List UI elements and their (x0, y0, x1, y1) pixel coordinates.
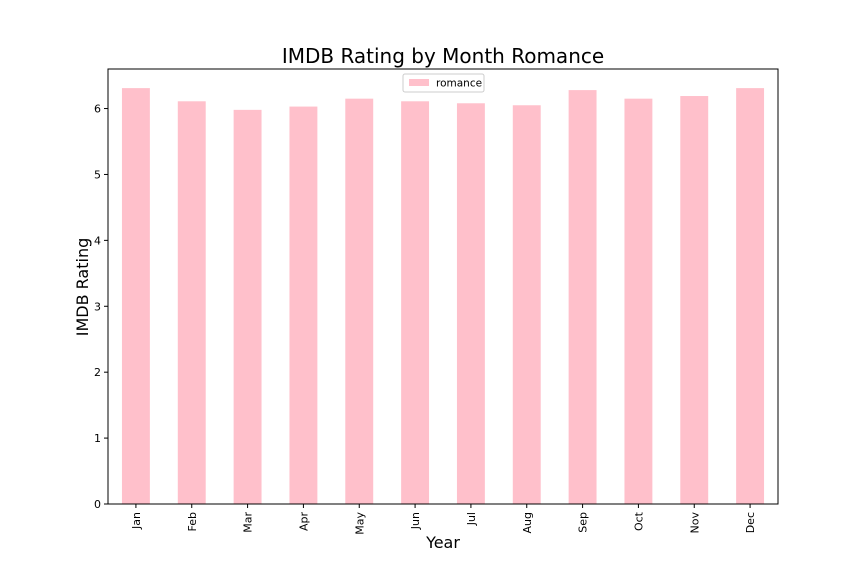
bar-may (345, 98, 374, 504)
x-tick-label-jun: Jun (409, 512, 422, 530)
bar-jun (401, 101, 430, 504)
x-tick-label-nov: Nov (688, 512, 701, 534)
plot-frame (107, 68, 779, 505)
y-tick-label: 5 (94, 168, 101, 181)
x-tick-label-apr: Apr (297, 512, 310, 532)
x-tick-label-feb: Feb (186, 512, 199, 531)
bar-jul (456, 103, 485, 504)
bar-apr (289, 106, 318, 505)
x-tick-label-dec: Dec (744, 512, 757, 533)
x-tick-label-jan: Jan (130, 512, 143, 530)
legend-box (402, 73, 485, 93)
x-tick-label-may: May (353, 512, 366, 535)
x-axis: Jan Feb Mar Apr May Jun Jul Aug Sep Oct Nov Dec (130, 504, 757, 535)
x-tick-label-jul: Jul (465, 512, 478, 526)
y-tick-label: 2 (94, 366, 101, 379)
y-axis: 0 1 2 3 4 5 6 (94, 103, 108, 511)
bar-oct (624, 98, 653, 504)
chart-title: IMDB Rating by Month Romance (282, 44, 604, 68)
legend-label-romance: romance (436, 78, 482, 90)
y-axis-label: IMDB Rating (73, 238, 92, 337)
bar-aug (512, 105, 541, 504)
bar-feb (177, 101, 206, 504)
bar-jan (121, 88, 150, 504)
y-tick-label: 0 (94, 498, 101, 511)
x-tick-label-oct: Oct (632, 511, 645, 531)
bar-dec (736, 88, 765, 504)
x-tick-label-sep: Sep (577, 512, 590, 533)
x-tick-label-aug: Aug (521, 512, 534, 533)
y-tick-label: 3 (94, 300, 101, 313)
y-tick-label: 6 (94, 103, 101, 116)
bar-nov (680, 96, 709, 504)
x-axis-label: Year (425, 533, 460, 552)
x-tick-label-mar: Mar (242, 512, 255, 533)
bar-sep (568, 90, 597, 504)
bar-mar (233, 109, 262, 504)
y-tick-label: 4 (94, 234, 101, 247)
legend: romance (402, 73, 485, 93)
bar-group (121, 88, 765, 505)
legend-swatch (409, 79, 429, 86)
y-tick-label: 1 (94, 432, 101, 445)
